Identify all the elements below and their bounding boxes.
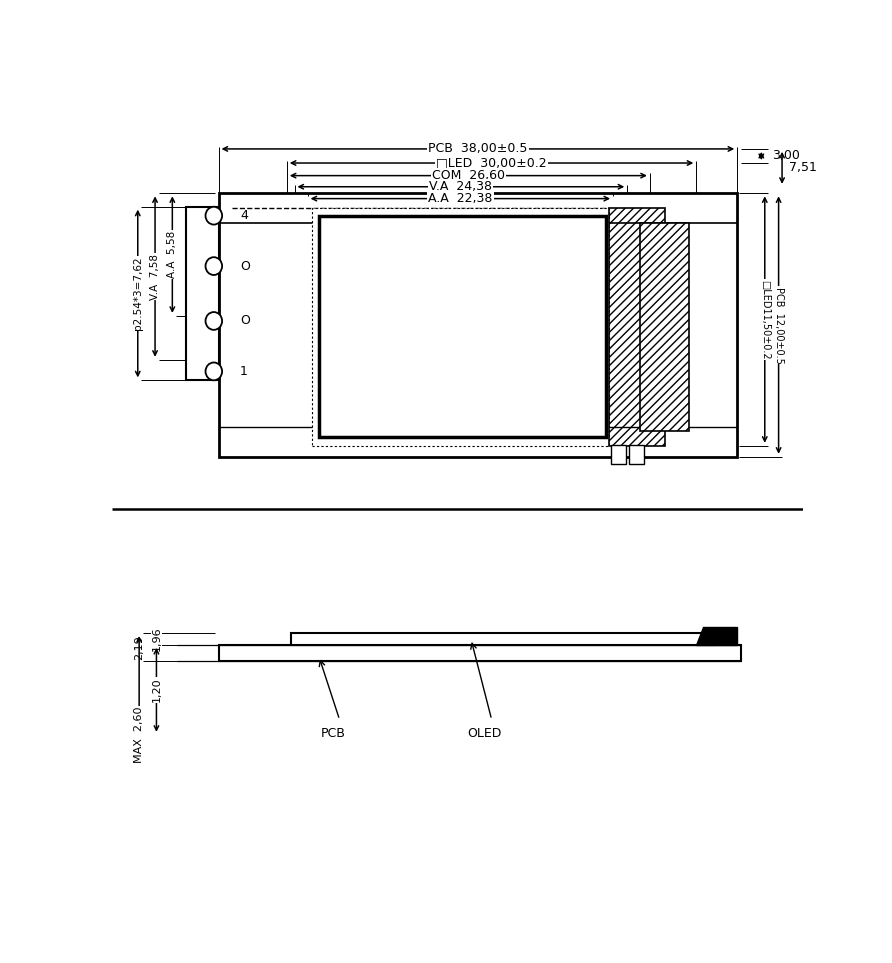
Bar (292, 633, 713, 645)
Text: V.A  7,58: V.A 7,58 (150, 253, 160, 299)
Circle shape (205, 312, 222, 330)
Text: 3,00: 3,00 (772, 149, 799, 163)
Bar (640, 223, 689, 430)
Bar (611, 445, 626, 464)
Text: 1: 1 (240, 365, 248, 377)
Text: O: O (240, 315, 250, 327)
Text: OLED: OLED (467, 727, 502, 741)
Bar (186, 207, 219, 380)
Bar (629, 445, 644, 464)
Text: O: O (240, 260, 250, 273)
Text: 1,96: 1,96 (152, 627, 161, 651)
Circle shape (205, 207, 222, 224)
Text: □LED11,50±0.2: □LED11,50±0.2 (760, 279, 770, 359)
Circle shape (205, 257, 222, 275)
Text: PCB: PCB (320, 727, 345, 741)
Bar (312, 208, 609, 446)
Text: 0.91": 0.91" (412, 300, 458, 315)
Bar (219, 194, 737, 456)
Text: □LED  30,00±0.2: □LED 30,00±0.2 (436, 157, 547, 169)
Text: COM  26,60: COM 26,60 (432, 169, 505, 182)
Bar (219, 645, 740, 662)
Text: 128 x 32 Pixels: 128 x 32 Pixels (384, 342, 485, 355)
Polygon shape (696, 627, 737, 645)
Text: 4: 4 (240, 209, 248, 222)
Bar (319, 216, 606, 436)
Text: PCB  38,00±0.5: PCB 38,00±0.5 (428, 143, 527, 155)
Text: 7,51: 7,51 (789, 162, 817, 174)
Text: MAX  2,60: MAX 2,60 (134, 707, 145, 763)
Text: A.A  22,38: A.A 22,38 (428, 192, 492, 205)
Circle shape (205, 362, 222, 380)
Text: p2.54*3=7,62: p2.54*3=7,62 (133, 257, 143, 330)
Text: 2,19: 2,19 (134, 635, 145, 660)
Bar (609, 208, 665, 446)
Text: 1,20: 1,20 (152, 678, 161, 702)
Text: PCB  12,00±0.5: PCB 12,00±0.5 (773, 287, 783, 363)
Text: V.A  24,38: V.A 24,38 (429, 180, 492, 194)
Text: A.A  5,58: A.A 5,58 (168, 231, 178, 278)
